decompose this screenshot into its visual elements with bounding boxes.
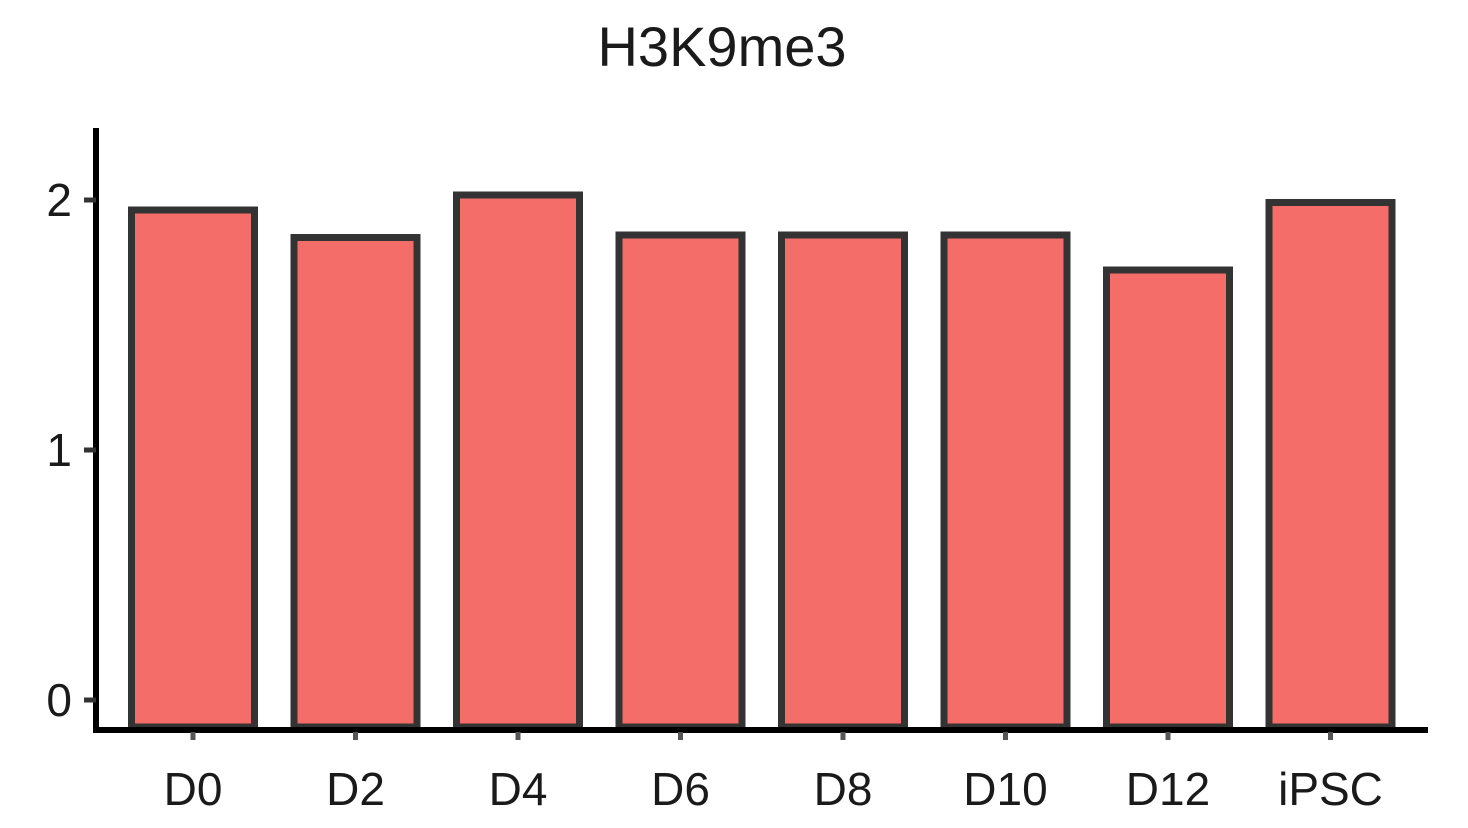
y-ticks-group: 0 1 2 (46, 174, 96, 726)
bar-d8 (778, 231, 908, 731)
x-tick-label: D8 (814, 763, 873, 815)
bar-d10 (940, 231, 1071, 731)
bar-d6 (615, 231, 746, 731)
y-tick-label: 0 (46, 674, 72, 726)
x-ticks-group: D0 D2 D4 D6 D8 D10 D12 iPSC (164, 732, 1383, 815)
x-tick-label: D12 (1126, 763, 1210, 815)
bar-d2 (290, 234, 421, 731)
bar-d0 (128, 206, 258, 731)
y-tick-label: 1 (46, 424, 72, 476)
chart-title: H3K9me3 (597, 15, 846, 78)
bars-group (128, 191, 1396, 731)
x-tick-label: iPSC (1278, 763, 1383, 815)
x-tick-label: D2 (326, 763, 385, 815)
x-tick-label: D10 (963, 763, 1047, 815)
bar-d12 (1103, 266, 1233, 731)
y-tick-label: 2 (46, 174, 72, 226)
x-tick-label: D0 (164, 763, 223, 815)
bar-d4 (453, 191, 583, 731)
x-tick-label: D4 (489, 763, 548, 815)
x-tick-label: D6 (651, 763, 710, 815)
bar-ipsc (1265, 199, 1396, 731)
